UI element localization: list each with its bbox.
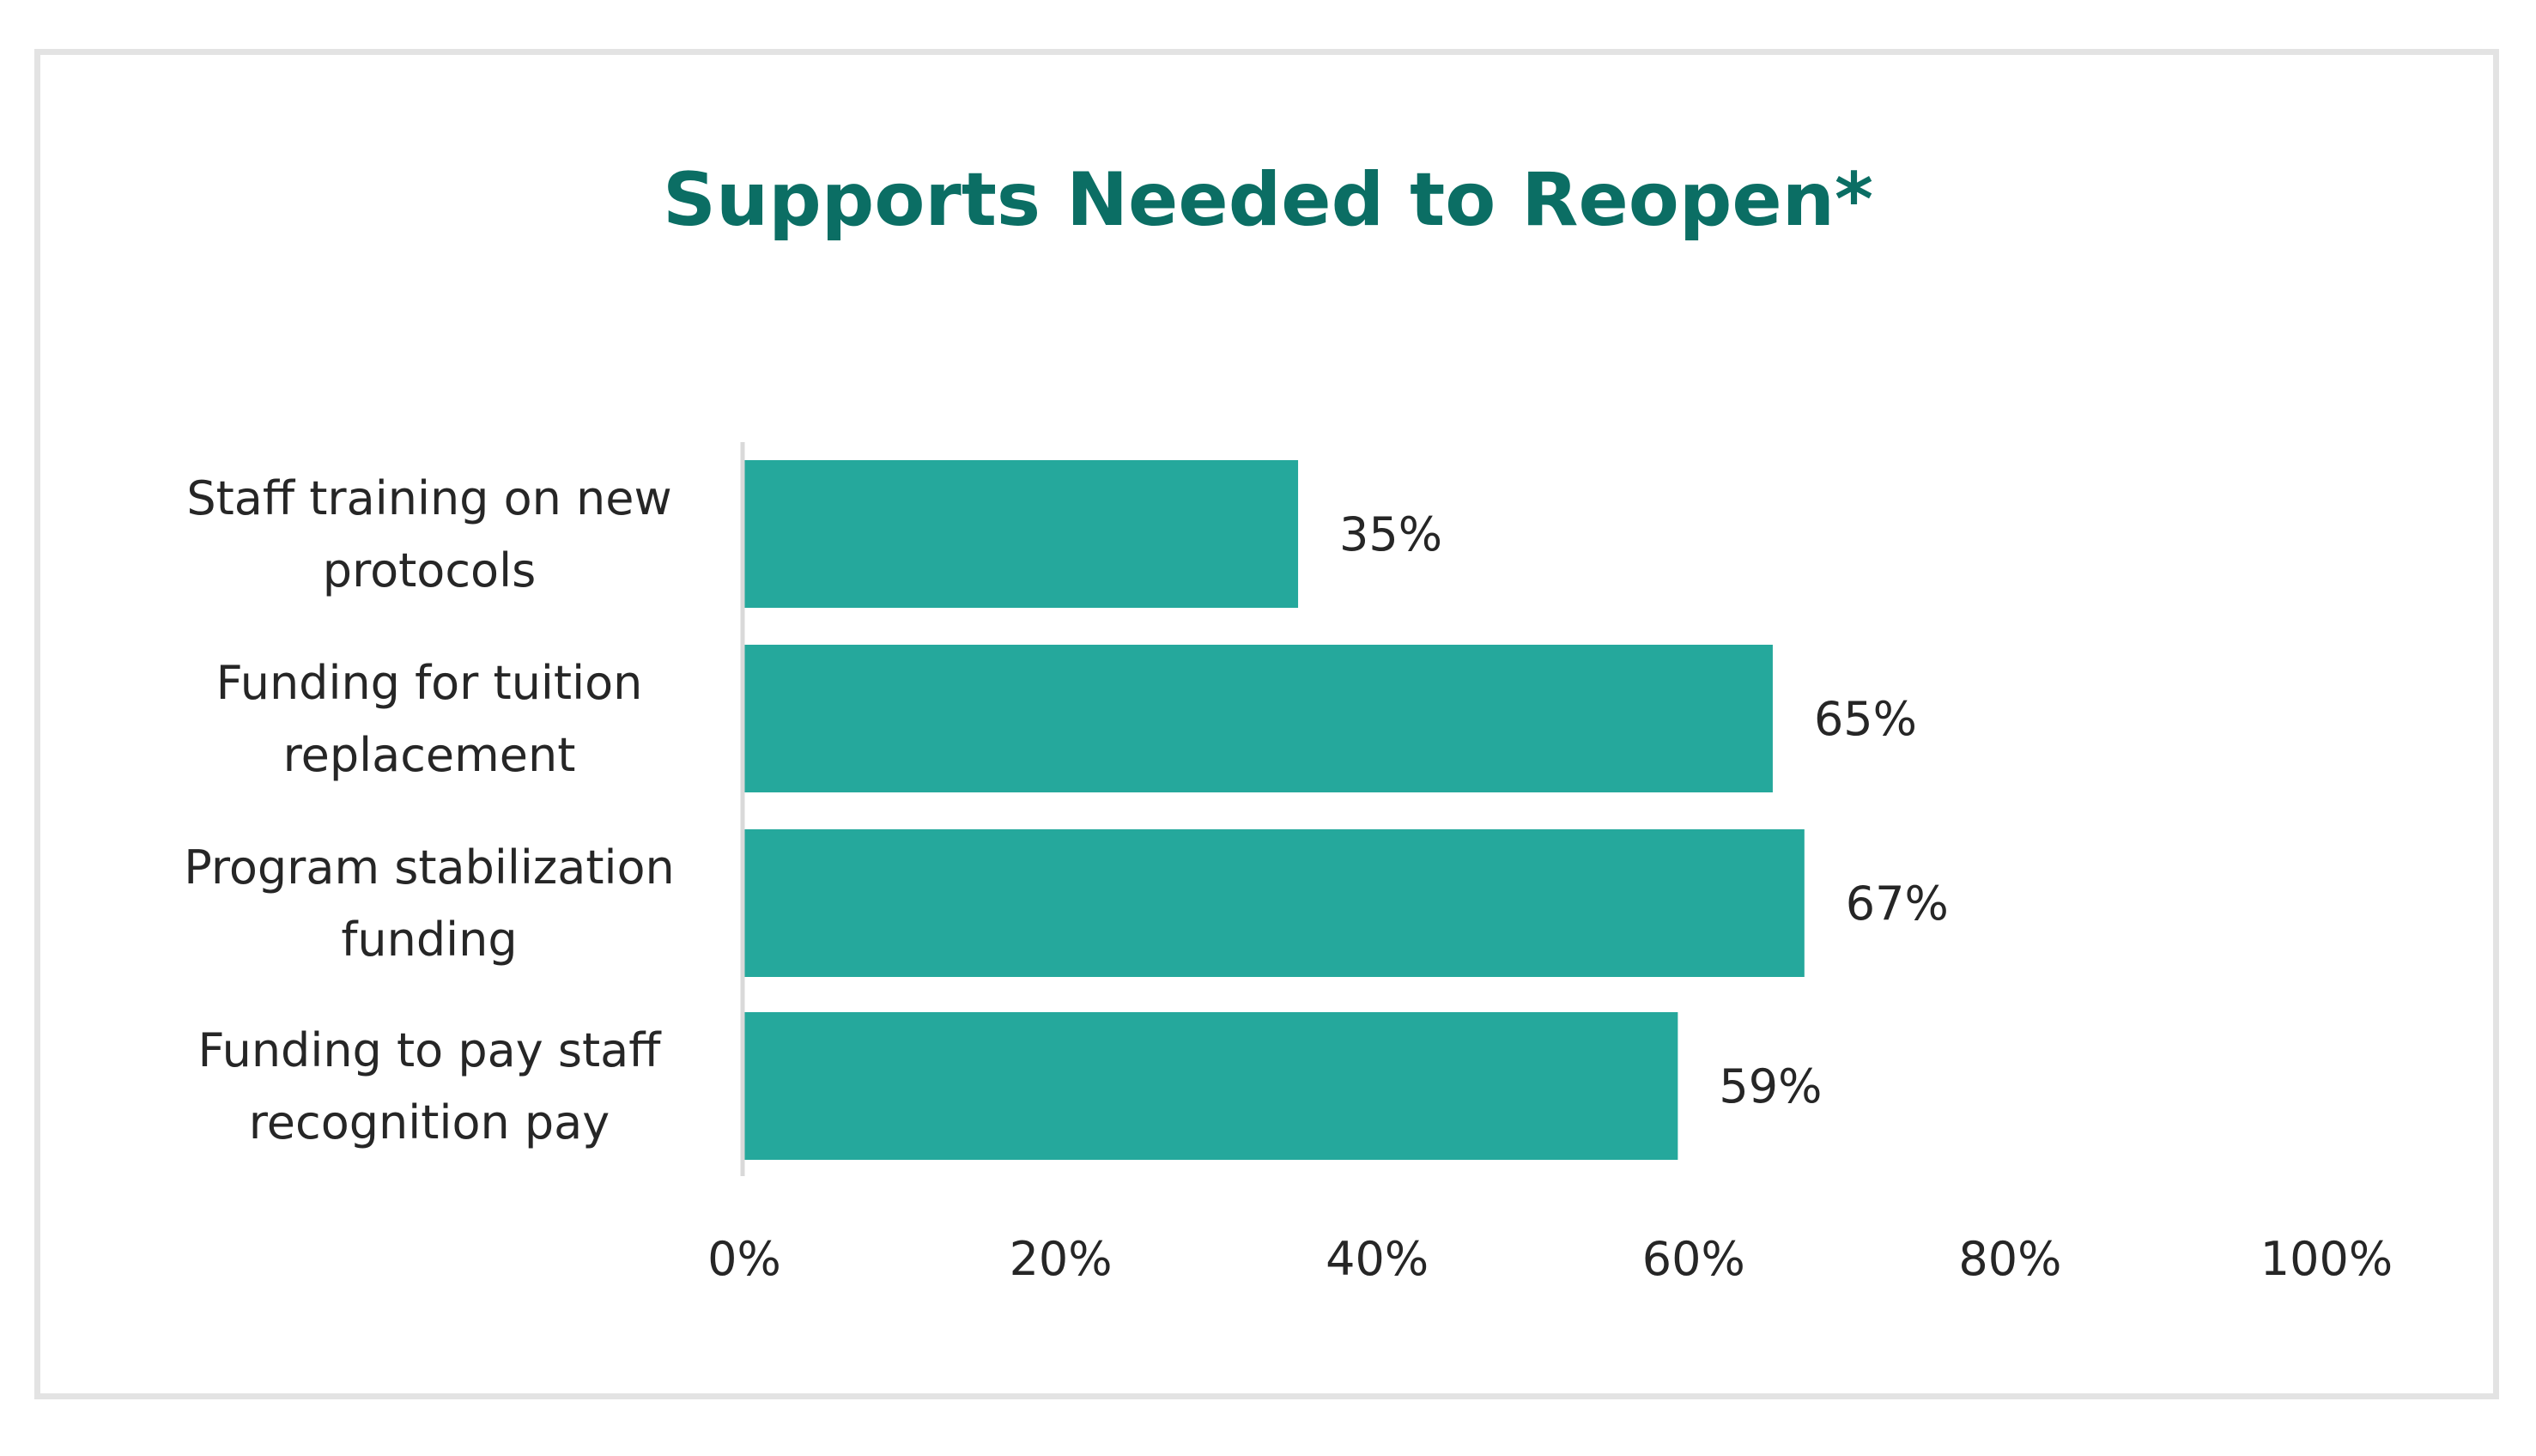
data-labels: 35% 65% 67% 59% xyxy=(1339,507,1949,1113)
x-tick-label-1: 0% xyxy=(707,1232,781,1286)
bars-layer xyxy=(744,460,1805,1160)
bar-4 xyxy=(744,1012,1678,1160)
category-label-2-line-2: replacement xyxy=(283,728,576,782)
bar-1 xyxy=(744,460,1299,608)
x-tick-label-2: 20% xyxy=(1010,1232,1113,1286)
category-label-4-line-2: recognition pay xyxy=(249,1095,610,1150)
data-label-4: 59% xyxy=(1719,1059,1822,1113)
chart-title: Supports Needed to Reopen* xyxy=(663,157,1873,243)
data-label-2: 65% xyxy=(1814,692,1917,746)
x-axis-ticks: 0% 20% 40% 60% 80% 100% xyxy=(707,1232,2393,1286)
bar-2 xyxy=(744,645,1773,792)
category-label-2-line-1: Funding for tuition xyxy=(216,656,643,710)
data-label-3: 67% xyxy=(1846,877,1949,931)
bar-3 xyxy=(744,829,1805,977)
x-tick-label-3: 40% xyxy=(1326,1232,1429,1286)
x-tick-label-6: 100% xyxy=(2260,1232,2393,1286)
category-label-3-line-1: Program stabilization xyxy=(184,840,675,895)
data-label-1: 35% xyxy=(1339,507,1442,561)
category-label-1-line-2: protocols xyxy=(323,543,536,598)
category-label-4-line-1: Funding to pay staff xyxy=(198,1023,663,1077)
category-label-3-line-2: funding xyxy=(341,913,517,967)
x-tick-label-5: 80% xyxy=(1958,1232,2061,1286)
x-tick-label-4: 60% xyxy=(1642,1232,1745,1286)
category-label-1-line-1: Staff training on new xyxy=(186,471,671,525)
category-labels: Staff training on new protocols Funding fo… xyxy=(184,471,675,1150)
